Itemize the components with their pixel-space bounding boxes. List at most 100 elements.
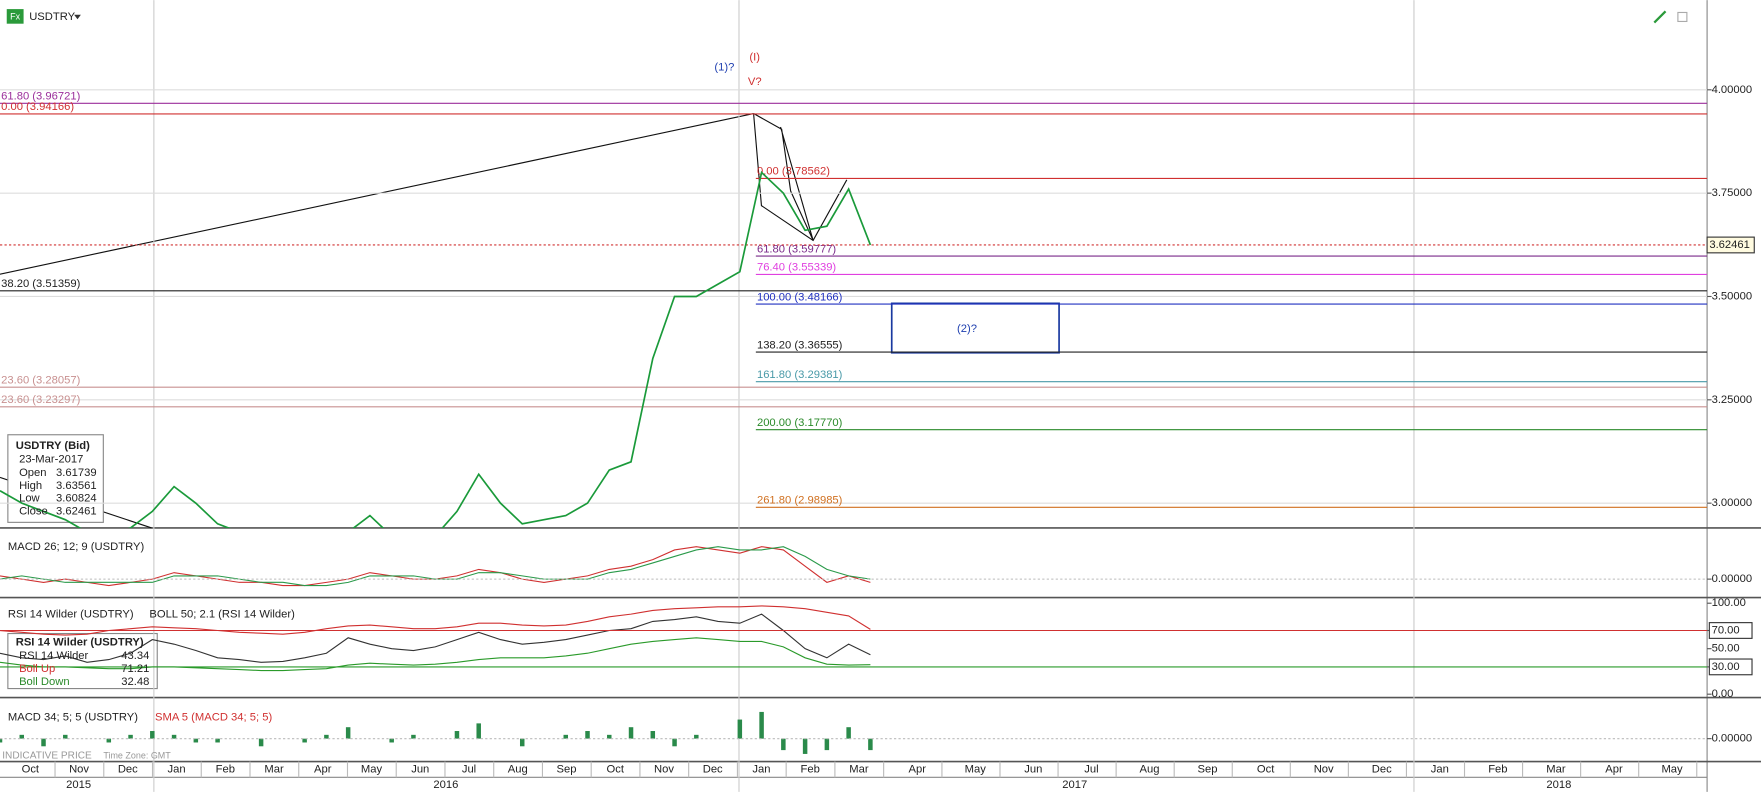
fib-label: 61.80 (3.96721) (1, 91, 80, 103)
y-tick-label: 4.00000 (1712, 84, 1753, 96)
y-tick-label: 3.50000 (1712, 290, 1753, 302)
wave-annotation: (1)? (714, 61, 734, 73)
wave-annotation: (2)? (957, 323, 977, 335)
bar (737, 719, 743, 739)
x-year-label: 2015 (66, 779, 91, 791)
info-key: High (19, 480, 42, 492)
info-value: 3.61739 (56, 467, 97, 479)
bar (150, 731, 155, 739)
bar (628, 727, 634, 739)
x-month-label: May (361, 763, 383, 775)
y-tick-label: 3.00000 (1712, 497, 1753, 509)
y-tick-label: 70.00 (1712, 624, 1740, 636)
y-tick-label: 0.00 (1712, 688, 1734, 700)
bar (650, 731, 656, 739)
wave-annotation: (I) (749, 51, 760, 63)
x-month-label: May (965, 763, 987, 775)
x-month-label: Dec (703, 763, 723, 775)
fib-label: 0.00 (3.78562) (757, 166, 830, 178)
wave-annotation: V? (748, 76, 762, 88)
x-month-label: Aug (1139, 763, 1159, 775)
x-month-label: Dec (118, 763, 138, 775)
fx-icon (6, 9, 24, 24)
bar (389, 738, 394, 743)
bar (215, 738, 220, 743)
x-month-label: Oct (1257, 763, 1275, 775)
fib-label: 100.00 (3.48166) (757, 291, 843, 303)
x-month-label: Nov (1314, 763, 1334, 775)
x-year-label: 2016 (433, 779, 458, 791)
bar (607, 734, 612, 739)
bar (824, 738, 830, 751)
series-line (0, 546, 871, 587)
indicator-title-2[interactable]: BOLL 50; 2.1 (RSI 14 Wilder) (149, 608, 295, 620)
indicator-title-2[interactable]: SMA 5 (MACD 34; 5; 5) (155, 712, 272, 724)
series-line (0, 170, 872, 528)
x-month-label: Oct (607, 763, 625, 775)
bar (171, 734, 177, 739)
footer-source: INDICATIVE PRICE (2, 751, 92, 762)
x-month-label: Feb (216, 763, 235, 775)
fib-label: 76.40 (3.55339) (757, 262, 836, 274)
rsi-info-key: Boll Up (19, 663, 55, 675)
bar (258, 738, 264, 747)
x-month-label: Mar (849, 763, 869, 775)
x-month-label: Jul (1084, 763, 1098, 775)
bar (519, 738, 525, 747)
x-month-label: Apr (314, 763, 332, 775)
rsi-info-value: 71.21 (121, 663, 149, 675)
rsi-info-value: 43.34 (121, 650, 149, 662)
fib-label: 161.80 (3.29381) (757, 369, 843, 381)
fib-label: 0.00 (3.94166) (1, 101, 74, 113)
bar (585, 731, 590, 739)
indicator-series (0, 711, 873, 754)
bar (302, 738, 307, 743)
rsi-info-key: Boll Down (19, 676, 70, 688)
bar (846, 727, 851, 739)
x-month-label: Jan (752, 763, 770, 775)
fib-label: 38.20 (3.51359) (1, 278, 80, 290)
info-key: Low (19, 493, 40, 505)
y-tick-label: 100.00 (1712, 597, 1746, 609)
fib-label: 200.00 (3.17770) (757, 417, 843, 429)
fib-label: 261.80 (2.98985) (757, 495, 843, 507)
bar (802, 738, 808, 754)
x-month-label: Jan (168, 763, 186, 775)
rsi-info-key: RSI 14 Wilder (19, 650, 88, 662)
info-date: 23-Mar-2017 (19, 453, 83, 465)
bar (672, 738, 677, 747)
bar (454, 731, 460, 739)
symbol[interactable]: USDTRY (29, 11, 75, 23)
x-month-label: Feb (1488, 763, 1507, 775)
footer-timezone: Time Zone: GMT (103, 750, 171, 760)
x-month-label: Jun (1024, 763, 1042, 775)
price-series (0, 170, 872, 528)
y-tick-label: 3.25000 (1712, 394, 1753, 406)
indicator-title[interactable]: MACD 34; 5; 5 (USDTRY) (8, 712, 138, 724)
bar (476, 723, 481, 739)
x-month-label: Jun (411, 763, 429, 775)
last-price-box (1706, 236, 1755, 254)
bar (63, 734, 68, 739)
x-month-label: Dec (1372, 763, 1392, 775)
series-line (0, 605, 871, 636)
x-month-label: Apr (1605, 763, 1623, 775)
x-month-label: Sep (557, 763, 577, 775)
rsi-info-value: 32.48 (121, 676, 149, 688)
x-month-label: Jan (1431, 763, 1449, 775)
x-year-label: 2017 (1062, 779, 1087, 791)
bar (563, 734, 569, 739)
x-month-label: Feb (801, 763, 820, 775)
x-month-label: May (1661, 763, 1683, 775)
indicator-title[interactable]: MACD 26; 12; 9 (USDTRY) (8, 541, 145, 553)
fib-label: 61.80 (3.59777) (757, 243, 836, 255)
y-tick-label: 3.75000 (1712, 187, 1753, 199)
x-month-label: Apr (908, 763, 926, 775)
series-line (0, 613, 871, 663)
bar (193, 738, 199, 743)
bar (345, 727, 351, 739)
indicator-title[interactable]: RSI 14 Wilder (USDTRY) (8, 608, 134, 620)
bar (694, 734, 699, 739)
x-month-label: Aug (508, 763, 528, 775)
